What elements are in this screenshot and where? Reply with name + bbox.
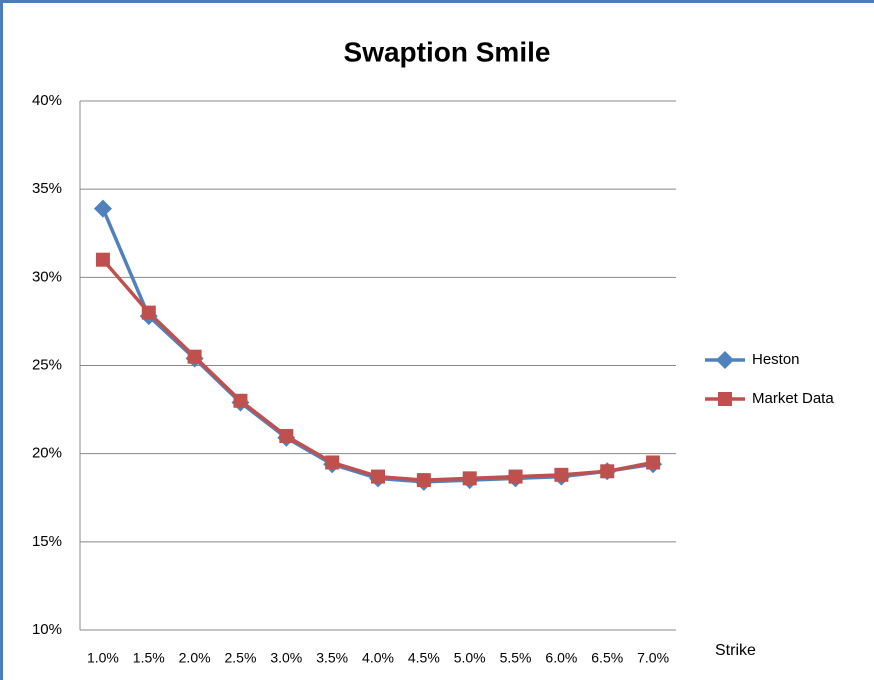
data-point — [279, 429, 294, 444]
y-tick-label: 30% — [32, 268, 62, 285]
data-point — [416, 473, 431, 488]
y-tick-label: 10% — [32, 621, 62, 638]
data-point — [95, 252, 110, 267]
chart-title: Swaption Smile — [344, 36, 551, 67]
x-tick-label: 4.0% — [362, 650, 394, 666]
y-tick-label: 40% — [32, 92, 62, 109]
x-tick-label: 2.5% — [225, 650, 257, 666]
y-tick-label: 35% — [32, 180, 62, 197]
x-tick-label: 2.0% — [179, 650, 211, 666]
x-tick-label: 3.0% — [270, 650, 302, 666]
y-tick-label: 15% — [32, 533, 62, 550]
data-point — [187, 349, 202, 364]
x-tick-label: 1.5% — [133, 650, 165, 666]
data-point — [371, 469, 385, 484]
data-point — [508, 469, 523, 484]
legend-label: Heston — [752, 351, 800, 368]
data-point — [93, 199, 112, 218]
data-point — [141, 305, 156, 320]
x-tick-label: 7.0% — [637, 650, 669, 666]
x-tick-label: 6.0% — [545, 650, 577, 666]
x-axis-label: Strike — [715, 642, 756, 659]
legend-marker — [716, 351, 734, 369]
y-tick-label: 20% — [32, 445, 62, 462]
data-point — [600, 464, 615, 479]
data-point — [462, 471, 477, 486]
x-tick-label: 6.5% — [591, 650, 623, 666]
x-tick-label: 5.0% — [454, 650, 486, 666]
y-tick-label: 25% — [32, 356, 62, 373]
x-tick-label: 1.0% — [87, 650, 119, 666]
data-point — [325, 455, 340, 470]
legend-label: Market Data — [752, 390, 834, 407]
data-point — [233, 393, 248, 408]
data-point — [646, 455, 661, 470]
data-point — [554, 467, 569, 482]
legend-marker — [718, 392, 732, 406]
x-tick-label: 5.5% — [500, 650, 532, 666]
x-tick-label: 4.5% — [408, 650, 440, 666]
x-tick-label: 3.5% — [316, 650, 348, 666]
